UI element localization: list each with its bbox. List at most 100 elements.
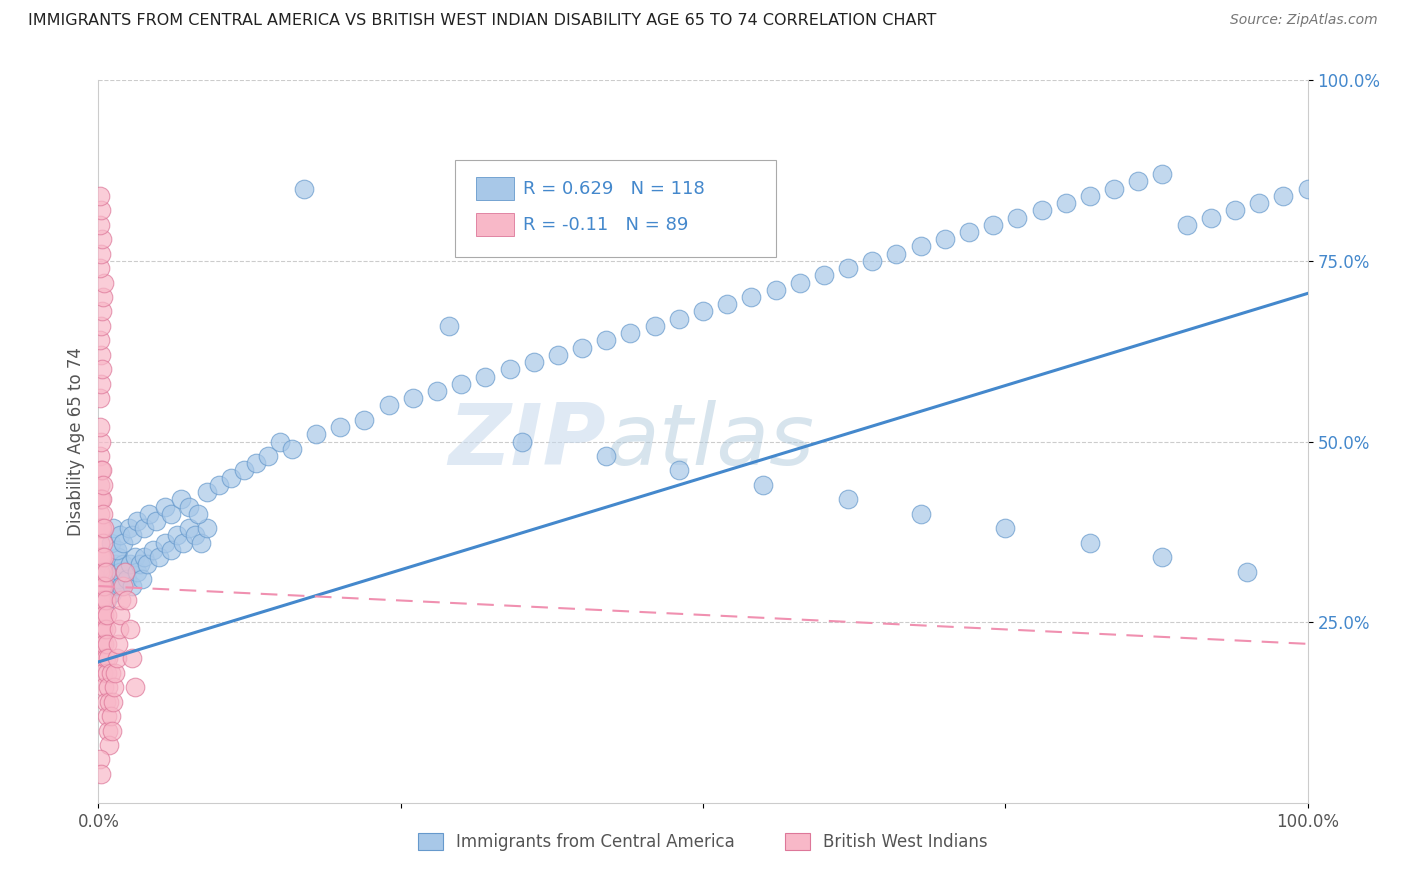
Point [131, 572, 153, 586]
Point [90, 376, 112, 391]
Point [97, 723, 120, 738]
Point [1223, 203, 1246, 218]
Point [1175, 218, 1198, 232]
Point [179, 500, 201, 514]
Point [160, 542, 183, 557]
Point [97, 651, 120, 665]
Point [1249, 196, 1271, 211]
Point [93, 579, 115, 593]
Point [134, 521, 156, 535]
Point [90, 607, 112, 622]
Point [91, 565, 114, 579]
Point [860, 253, 883, 268]
Point [523, 355, 546, 369]
Point [128, 558, 150, 572]
Point [184, 528, 207, 542]
Text: ZIP: ZIP [449, 400, 606, 483]
Point [121, 651, 143, 665]
Point [91, 665, 114, 680]
Point [94, 651, 117, 665]
Point [89, 521, 111, 535]
Point [100, 723, 122, 738]
Point [110, 593, 132, 607]
Point [105, 651, 128, 665]
Point [740, 290, 762, 304]
Point [127, 514, 149, 528]
Point [90, 579, 112, 593]
Point [98, 695, 121, 709]
Point [93, 276, 115, 290]
Point [89, 593, 111, 607]
Point [98, 738, 121, 752]
Point [89, 535, 111, 549]
Point [134, 550, 156, 565]
Point [195, 485, 218, 500]
Point [101, 565, 124, 579]
Point [1128, 174, 1150, 188]
Text: R = -0.11   N = 89: R = -0.11 N = 89 [523, 216, 688, 234]
Point [114, 565, 136, 579]
Point [595, 449, 617, 463]
Point [90, 550, 112, 565]
Point [96, 709, 118, 723]
Point [281, 442, 304, 456]
Point [124, 680, 146, 694]
Point [124, 550, 146, 565]
Point [105, 579, 128, 593]
Point [510, 434, 533, 449]
Point [91, 586, 114, 600]
Point [108, 528, 131, 542]
Point [190, 535, 212, 549]
Point [450, 376, 472, 391]
Point [644, 318, 666, 333]
Point [91, 535, 114, 549]
Point [94, 593, 117, 607]
Point [90, 318, 112, 333]
Point [89, 507, 111, 521]
Point [90, 203, 112, 218]
Point [90, 521, 112, 535]
Point [91, 507, 114, 521]
Point [1007, 211, 1029, 225]
Point [179, 521, 201, 535]
Point [813, 268, 835, 283]
Point [668, 463, 690, 477]
Point [111, 535, 134, 549]
Point [89, 565, 111, 579]
Point [292, 182, 315, 196]
Point [232, 463, 254, 477]
Point [377, 398, 399, 412]
Point [93, 521, 115, 535]
Point [91, 290, 114, 304]
Point [1236, 565, 1258, 579]
Point [96, 665, 118, 680]
Point [1296, 182, 1319, 196]
Point [107, 550, 129, 565]
Legend: Immigrants from Central America, British West Indians: Immigrants from Central America, British… [409, 825, 997, 860]
Point [104, 558, 127, 572]
Point [1031, 203, 1053, 218]
Point [1199, 211, 1222, 225]
Point [103, 572, 125, 586]
Point [195, 521, 218, 535]
Point [402, 391, 425, 405]
Point [148, 550, 170, 565]
Point [90, 623, 112, 637]
Point [111, 579, 134, 593]
Point [145, 514, 167, 528]
Point [256, 449, 278, 463]
Point [108, 623, 131, 637]
Point [91, 651, 114, 665]
Point [93, 637, 115, 651]
Point [91, 521, 114, 535]
Point [765, 283, 787, 297]
Point [94, 565, 117, 579]
Point [117, 572, 139, 586]
Point [111, 558, 134, 572]
Point [97, 680, 120, 694]
Point [89, 752, 111, 766]
Point [619, 326, 641, 340]
Point [474, 369, 496, 384]
Point [329, 420, 352, 434]
Point [94, 565, 117, 579]
